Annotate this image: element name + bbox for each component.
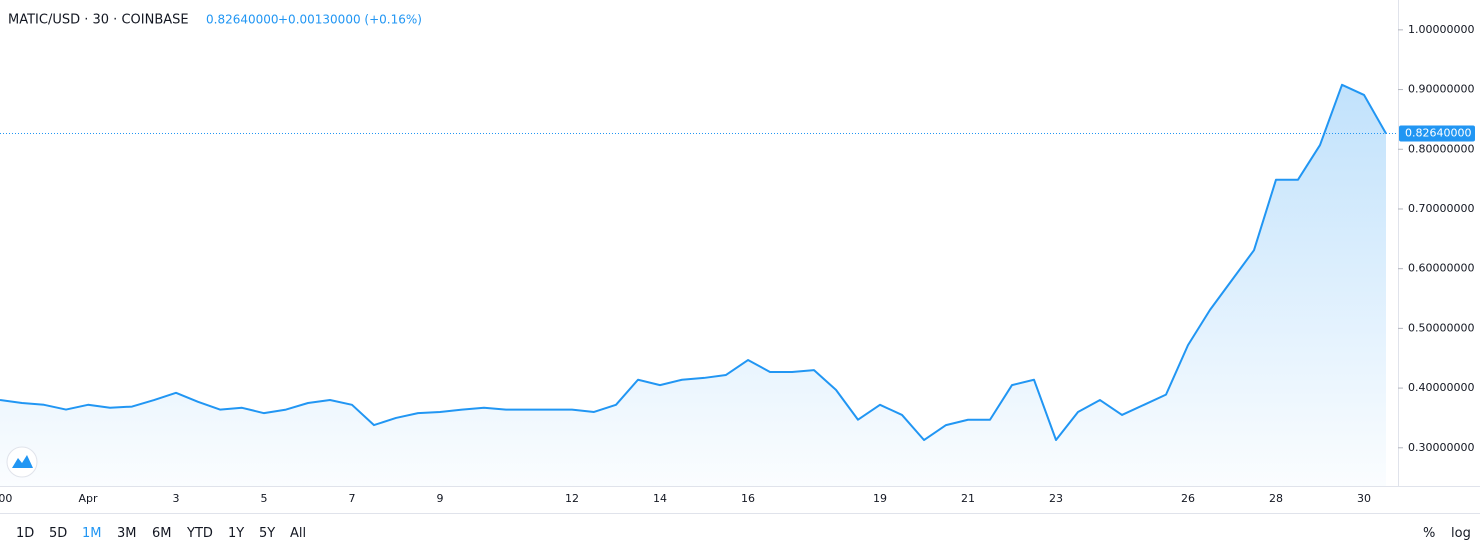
y-tick-label: 0.70000000 (1408, 202, 1474, 215)
price-line (0, 83, 1387, 442)
toolbar: 1D 5D 1M 3M 6M YTD 1Y 5Y All% log (0, 513, 1480, 553)
x-tick-label: 21 (961, 492, 975, 505)
range-button[interactable]: All (290, 526, 307, 541)
area-fill (0, 84, 1386, 487)
x-tick-label: 28 (1269, 492, 1283, 505)
y-tick-label: 0.30000000 (1408, 441, 1474, 454)
y-tick-label: 0.80000000 (1408, 142, 1474, 155)
x-tick-label: 7 (349, 492, 356, 505)
x-tick-label: 26 (1181, 492, 1195, 505)
y-tick-label: 0.50000000 (1408, 321, 1474, 334)
price-tag-label: 0.82640000 (1405, 127, 1471, 140)
x-tick-label: 16 (741, 492, 755, 505)
range-button[interactable]: 6M (152, 526, 172, 541)
range-button[interactable]: 3M (117, 526, 137, 541)
range-button[interactable]: 1D (16, 526, 35, 541)
range-button[interactable]: YTD (187, 526, 213, 541)
symbol: MATIC/USD · 30 · COINBASE (8, 13, 189, 28)
x-tick-label: Apr (78, 492, 98, 505)
x-tick-label: 12 (565, 492, 579, 505)
range-button[interactable]: 5Y (259, 526, 276, 541)
x-tick-label: 19 (873, 492, 887, 505)
x-tick-label: 5 (261, 492, 268, 505)
y-tick-label: 0.90000000 (1408, 83, 1474, 96)
chart: MATIC/USD · 30 · COINBASE 0.82640000 +0.… (0, 0, 1480, 505)
x-tick-label: 14 (653, 492, 667, 505)
y-tick-label: 1.00000000 (1408, 23, 1474, 36)
price: 0.82640000 (206, 13, 279, 27)
logo (6, 446, 38, 478)
range-button[interactable]: 1Y (228, 526, 245, 541)
range-button[interactable]: 5D (49, 526, 68, 541)
change: +0.00130000 (+0.16%) (278, 13, 422, 27)
x-tick-label: 30 (1357, 492, 1371, 505)
percent-toggle[interactable]: % (1423, 526, 1436, 541)
x-tick-label: 23 (1049, 492, 1063, 505)
range-button[interactable]: 1M (82, 526, 102, 541)
log-toggle[interactable]: log (1451, 526, 1471, 541)
y-tick-label: 0.60000000 (1408, 262, 1474, 275)
x-tick-label: 3 (173, 492, 180, 505)
price-tag (1399, 125, 1475, 142)
x-tick-label: 3:00 (0, 492, 12, 505)
x-tick-label: 9 (437, 492, 444, 505)
y-tick-label: 0.40000000 (1408, 381, 1474, 394)
